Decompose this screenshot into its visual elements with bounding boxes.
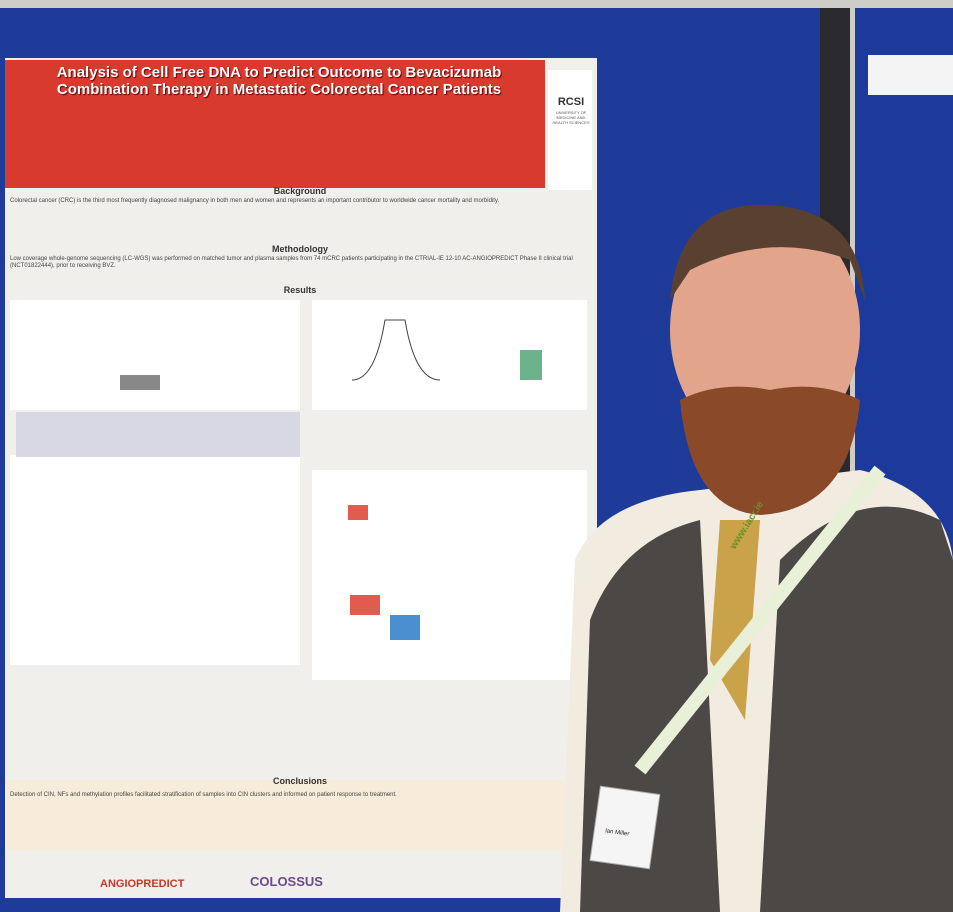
boxplot (520, 350, 542, 380)
lanyard-strap (634, 465, 886, 775)
figure-panel (10, 300, 300, 410)
curve (351, 319, 441, 381)
table (16, 412, 300, 457)
section-heading: Conclusions (272, 776, 327, 786)
beard (680, 386, 860, 515)
institution-subtitle: UNIVERSITY OF MEDICINE AND HEALTH SCIENC… (552, 110, 590, 125)
figure-panel (312, 300, 587, 410)
logo: ANGIOPREDICT (100, 878, 185, 890)
section-text: Colorectal cancer (CRC) is the third mos… (10, 198, 500, 204)
boxplot (390, 615, 420, 640)
figure-panel (312, 470, 587, 680)
boxplot (350, 595, 380, 615)
logo: COLOSSUS (250, 874, 323, 889)
hair (670, 204, 865, 300)
boxplot (120, 375, 160, 390)
logo-panel (548, 70, 592, 190)
vest (760, 506, 953, 912)
poster-header (5, 60, 545, 188)
boxplot (348, 505, 368, 520)
conclusions-box (5, 780, 597, 850)
institution: RCSI (557, 96, 585, 108)
section-text: Low coverage whole-genome sequencing (LC… (10, 256, 573, 269)
paper-note (868, 55, 953, 95)
section-heading: Background (273, 186, 327, 196)
section-text: Detection of CIN, NFs and methylation pr… (10, 792, 397, 798)
figure-panel (10, 455, 300, 665)
section-heading: Results (283, 285, 317, 295)
section-heading: Methodology (272, 244, 328, 254)
poster-title: Analysis of Cell Free DNA to Predict Out… (56, 64, 502, 98)
name-badge (589, 785, 661, 870)
